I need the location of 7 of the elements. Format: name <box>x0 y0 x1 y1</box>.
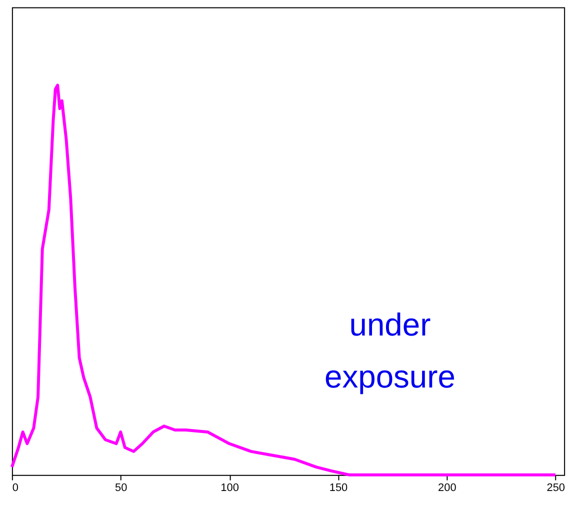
x-tick-label: 150 <box>329 482 348 494</box>
x-tick-label: 200 <box>438 482 456 494</box>
annotation: under exposure <box>324 306 456 394</box>
x-tick-label: 0 <box>12 482 19 494</box>
x-tick-label: 50 <box>115 482 128 494</box>
x-tick-label: 250 <box>546 482 565 494</box>
x-tick-label: 100 <box>220 482 239 494</box>
